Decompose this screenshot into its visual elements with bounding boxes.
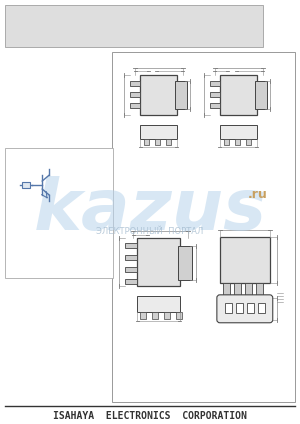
Bar <box>137 296 180 312</box>
Bar <box>125 279 137 284</box>
Text: ISAHAYA  ELECTRONICS  CORPORATION: ISAHAYA ELECTRONICS CORPORATION <box>53 410 247 421</box>
Bar <box>166 139 171 145</box>
Bar <box>144 139 149 145</box>
Bar <box>125 267 137 272</box>
Bar <box>256 283 263 297</box>
Bar <box>140 312 146 319</box>
Bar <box>210 92 220 97</box>
Bar <box>210 81 220 86</box>
Bar <box>130 103 140 108</box>
Bar <box>234 283 241 297</box>
Bar <box>5 6 263 47</box>
Bar <box>5 148 113 278</box>
Bar <box>178 246 192 280</box>
Bar <box>176 312 182 319</box>
Bar <box>235 139 240 145</box>
Bar <box>130 92 140 97</box>
Bar <box>245 283 252 297</box>
Bar <box>224 139 229 145</box>
Bar <box>164 312 170 319</box>
Bar <box>236 303 243 313</box>
Bar <box>175 81 187 109</box>
Bar <box>155 139 160 145</box>
Bar <box>130 81 140 86</box>
Bar <box>223 283 230 297</box>
Text: kazus: kazus <box>33 176 267 245</box>
Bar <box>255 81 267 109</box>
Bar <box>220 237 270 283</box>
Bar <box>125 243 137 248</box>
Bar <box>152 312 158 319</box>
Bar <box>247 303 254 313</box>
Bar <box>22 182 30 188</box>
Bar <box>137 238 180 286</box>
Bar <box>140 75 177 115</box>
Bar <box>112 52 295 402</box>
Bar <box>246 139 251 145</box>
Bar <box>140 125 177 139</box>
FancyBboxPatch shape <box>217 295 273 323</box>
Bar <box>220 125 257 139</box>
Bar <box>210 103 220 108</box>
Bar <box>258 303 265 313</box>
Bar <box>220 75 257 115</box>
Bar <box>225 303 232 313</box>
Text: ЭЛЕКТРОННЫЙ  ПОРТАЛ: ЭЛЕКТРОННЫЙ ПОРТАЛ <box>96 227 204 237</box>
Text: .ru: .ru <box>248 187 268 201</box>
Bar <box>125 255 137 260</box>
